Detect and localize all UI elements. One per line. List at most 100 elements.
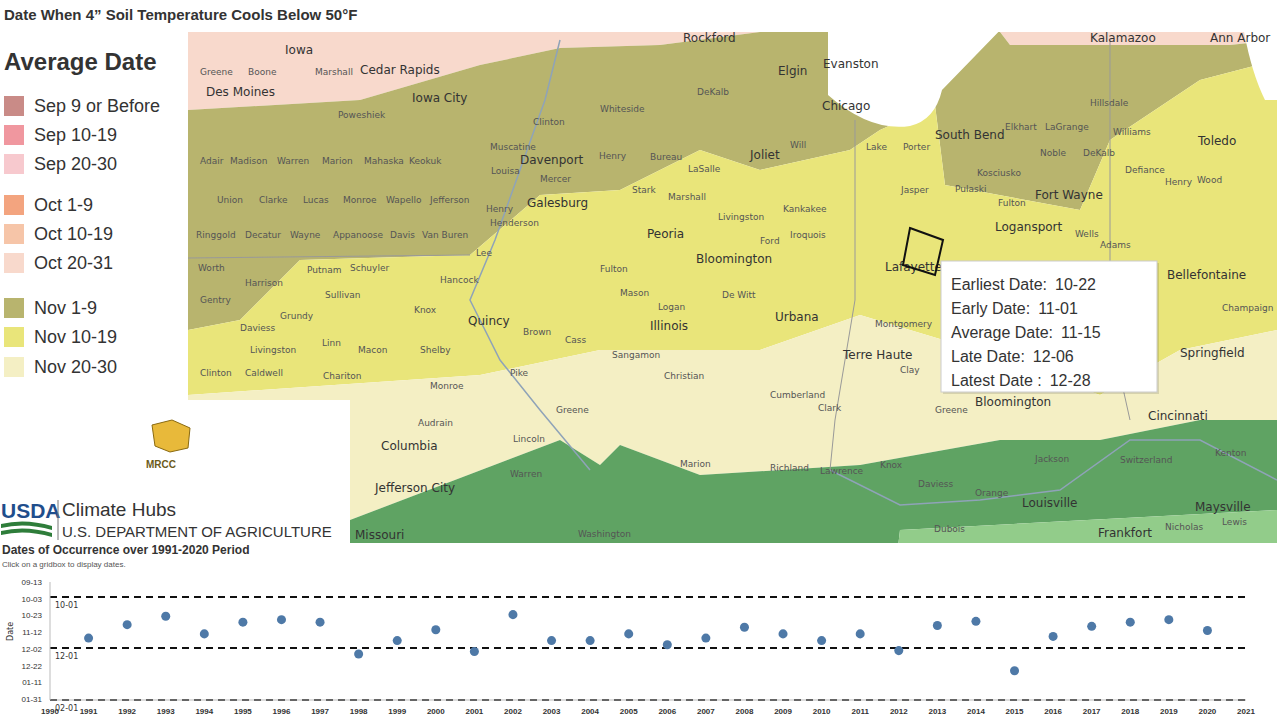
svg-text:01-11: 01-11: [22, 678, 42, 687]
svg-text:Decatur: Decatur: [245, 230, 281, 240]
svg-text:Orange: Orange: [975, 488, 1009, 498]
svg-text:Ann Arbor: Ann Arbor: [1210, 31, 1270, 45]
svg-text:Christian: Christian: [664, 371, 704, 381]
svg-text:Urbana: Urbana: [775, 310, 819, 324]
svg-text:Livingston: Livingston: [718, 212, 764, 222]
svg-text:Hancock: Hancock: [440, 275, 479, 285]
svg-text:Sep 20-30: Sep 20-30: [34, 154, 117, 174]
svg-text:Whiteside: Whiteside: [600, 104, 645, 114]
svg-text:Columbia: Columbia: [381, 439, 438, 453]
svg-text:Sep 9 or Before: Sep 9 or Before: [34, 96, 160, 116]
svg-text:Cincinnati: Cincinnati: [1148, 409, 1208, 423]
svg-text:1995: 1995: [234, 707, 252, 716]
svg-text:2012: 2012: [890, 707, 908, 716]
svg-text:Jefferson: Jefferson: [429, 195, 470, 205]
svg-text:Des Moines: Des Moines: [206, 85, 275, 99]
svg-text:Wood: Wood: [1197, 175, 1222, 185]
svg-text:Harrison: Harrison: [245, 278, 283, 288]
svg-text:Clinton: Clinton: [533, 117, 565, 127]
svg-text:2010: 2010: [813, 707, 831, 716]
svg-text:Davis: Davis: [390, 230, 415, 240]
svg-text:Henry: Henry: [1165, 177, 1193, 187]
svg-text:LaGrange: LaGrange: [1045, 122, 1089, 132]
svg-text:Marion: Marion: [322, 156, 353, 166]
svg-text:Chariton: Chariton: [323, 371, 361, 381]
svg-text:Audrain: Audrain: [418, 418, 453, 428]
svg-text:Warren: Warren: [510, 469, 542, 479]
svg-text:2005: 2005: [620, 707, 638, 716]
svg-text:2011: 2011: [852, 707, 870, 716]
svg-text:Oct 20-31: Oct 20-31: [34, 253, 113, 273]
svg-text:Montgomery: Montgomery: [875, 319, 933, 329]
svg-text:2002: 2002: [504, 707, 522, 716]
svg-text:Chicago: Chicago: [822, 99, 870, 113]
svg-text:MRCC: MRCC: [146, 459, 176, 470]
svg-text:Date: Date: [8, 622, 15, 641]
svg-text:10-23: 10-23: [22, 611, 43, 620]
svg-text:Porter: Porter: [903, 142, 930, 152]
svg-text:Greene: Greene: [200, 67, 233, 77]
svg-text:Adams: Adams: [1100, 240, 1131, 250]
svg-text:Iroquois: Iroquois: [790, 230, 826, 240]
svg-text:2013: 2013: [928, 707, 946, 716]
svg-text:Washington: Washington: [578, 529, 631, 539]
svg-text:Cedar Rapids: Cedar Rapids: [360, 63, 440, 77]
svg-text:Wells: Wells: [1075, 229, 1099, 239]
svg-text:Putnam: Putnam: [307, 265, 342, 275]
svg-text:DeKalb: DeKalb: [1083, 148, 1115, 158]
svg-text:Monroe: Monroe: [430, 381, 464, 391]
svg-text:DeKalb: DeKalb: [697, 87, 729, 97]
svg-text:Bloomington: Bloomington: [975, 395, 1051, 409]
svg-text:Clay: Clay: [900, 365, 920, 375]
svg-text:Will: Will: [790, 140, 806, 150]
svg-text:Grundy: Grundy: [280, 311, 314, 321]
svg-text:2009: 2009: [774, 707, 792, 716]
svg-text:Noble: Noble: [1040, 148, 1066, 158]
svg-text:Average Date:11-15: Average Date:11-15: [951, 324, 1101, 341]
svg-text:Stark: Stark: [632, 185, 656, 195]
svg-text:Macon: Macon: [358, 345, 387, 355]
svg-text:01-31: 01-31: [22, 695, 43, 704]
svg-text:Muscatine: Muscatine: [490, 142, 536, 152]
svg-text:Greene: Greene: [556, 405, 589, 415]
svg-text:10-03: 10-03: [22, 595, 43, 604]
svg-text:Lucas: Lucas: [303, 195, 329, 205]
svg-text:Fulton: Fulton: [998, 198, 1026, 208]
svg-text:Boone: Boone: [248, 67, 277, 77]
svg-text:Evanston: Evanston: [823, 57, 879, 71]
svg-text:Bureau: Bureau: [650, 152, 682, 162]
svg-text:Dates of Occurrence over 1991-: Dates of Occurrence over 1991-2020 Perio…: [8, 543, 249, 557]
svg-text:Mason: Mason: [620, 288, 649, 298]
svg-text:Appanoose: Appanoose: [333, 230, 384, 240]
svg-text:2015: 2015: [1006, 707, 1024, 716]
svg-text:2000: 2000: [427, 707, 445, 716]
svg-text:Pike: Pike: [510, 368, 529, 378]
svg-text:Kenton: Kenton: [1215, 448, 1246, 458]
svg-text:Jackson: Jackson: [1034, 454, 1069, 464]
svg-text:Linn: Linn: [322, 338, 341, 348]
svg-text:Wayne: Wayne: [290, 230, 321, 240]
svg-text:2021: 2021: [1237, 707, 1255, 716]
svg-text:2018: 2018: [1121, 707, 1139, 716]
svg-text:2008: 2008: [736, 707, 754, 716]
svg-text:Keokuk: Keokuk: [409, 156, 442, 166]
svg-text:Elkhart: Elkhart: [1005, 122, 1037, 132]
svg-text:1993: 1993: [157, 707, 175, 716]
svg-text:2020: 2020: [1199, 707, 1217, 716]
svg-text:Jefferson City: Jefferson City: [374, 481, 455, 495]
svg-text:Late Date:12-06: Late Date:12-06: [951, 348, 1074, 365]
svg-text:U.S. DEPARTMENT OF AGRICULTURE: U.S. DEPARTMENT OF AGRICULTURE: [62, 523, 332, 540]
svg-text:Terre Haute: Terre Haute: [842, 348, 912, 362]
svg-text:Wapello: Wapello: [386, 195, 422, 205]
svg-text:Gentry: Gentry: [200, 295, 231, 305]
svg-text:Hillsdale: Hillsdale: [1090, 98, 1129, 108]
svg-text:Knox: Knox: [880, 460, 903, 470]
svg-text:2014: 2014: [967, 707, 985, 716]
svg-text:Louisville: Louisville: [1022, 496, 1078, 510]
svg-text:Mahaska: Mahaska: [364, 156, 404, 166]
svg-text:Missouri: Missouri: [355, 528, 404, 542]
svg-text:Average Date: Average Date: [8, 48, 157, 75]
svg-text:Earliest Date:10-22: Earliest Date:10-22: [951, 276, 1096, 293]
svg-text:Toledo: Toledo: [1197, 134, 1236, 148]
svg-text:Marion: Marion: [680, 459, 711, 469]
